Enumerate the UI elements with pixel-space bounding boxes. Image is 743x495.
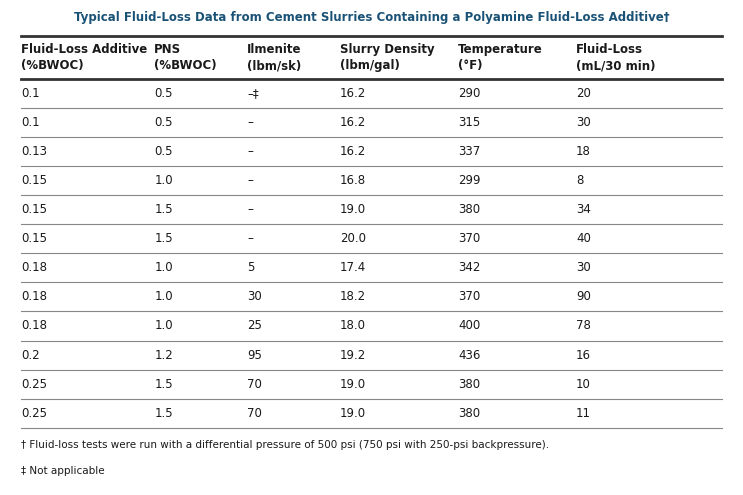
Text: 337: 337 <box>458 146 480 158</box>
Text: Typical Fluid-Loss Data from Cement Slurries Containing a Polyamine Fluid-Loss A: Typical Fluid-Loss Data from Cement Slur… <box>74 11 669 24</box>
Text: 0.5: 0.5 <box>155 146 172 158</box>
Text: 30: 30 <box>576 261 591 274</box>
Text: 40: 40 <box>576 233 591 246</box>
Text: 16: 16 <box>576 348 591 361</box>
Text: 30: 30 <box>576 116 591 129</box>
Text: 16.2: 16.2 <box>340 146 366 158</box>
Text: 90: 90 <box>576 291 591 303</box>
Text: –‡: –‡ <box>247 87 259 100</box>
Text: Slurry Density
(lbm/gal): Slurry Density (lbm/gal) <box>340 43 435 72</box>
Text: 0.25: 0.25 <box>22 406 48 420</box>
Text: 16.2: 16.2 <box>340 116 366 129</box>
Text: 78: 78 <box>576 319 591 333</box>
Text: 0.15: 0.15 <box>22 174 48 188</box>
Text: 0.25: 0.25 <box>22 378 48 391</box>
Text: 18: 18 <box>576 146 591 158</box>
Text: –: – <box>247 146 253 158</box>
Text: 400: 400 <box>458 319 480 333</box>
Text: 10: 10 <box>576 378 591 391</box>
Text: 299: 299 <box>458 174 481 188</box>
Text: 342: 342 <box>458 261 481 274</box>
Text: 5: 5 <box>247 261 255 274</box>
Text: 315: 315 <box>458 116 480 129</box>
Text: 1.5: 1.5 <box>155 406 173 420</box>
Text: 1.2: 1.2 <box>155 348 173 361</box>
Text: 436: 436 <box>458 348 481 361</box>
Text: –: – <box>247 203 253 216</box>
Text: 0.5: 0.5 <box>155 87 172 100</box>
Text: 0.2: 0.2 <box>22 348 40 361</box>
Text: 370: 370 <box>458 233 480 246</box>
Text: Ilmenite
(lbm/sk): Ilmenite (lbm/sk) <box>247 43 302 72</box>
Text: 1.0: 1.0 <box>155 291 173 303</box>
Text: –: – <box>247 174 253 188</box>
Text: 19.0: 19.0 <box>340 378 366 391</box>
Text: ‡ Not applicable: ‡ Not applicable <box>22 466 105 477</box>
Text: PNS
(%BWOC): PNS (%BWOC) <box>155 43 217 72</box>
Text: 19.0: 19.0 <box>340 203 366 216</box>
Text: 18.0: 18.0 <box>340 319 366 333</box>
Text: 0.18: 0.18 <box>22 261 48 274</box>
Text: Fluid-Loss
(mL/30 min): Fluid-Loss (mL/30 min) <box>576 43 655 72</box>
Text: 16.8: 16.8 <box>340 174 366 188</box>
Text: 1.0: 1.0 <box>155 319 173 333</box>
Text: 70: 70 <box>247 406 262 420</box>
Text: 0.1: 0.1 <box>22 116 40 129</box>
Text: 0.1: 0.1 <box>22 87 40 100</box>
Text: 1.5: 1.5 <box>155 378 173 391</box>
Text: 290: 290 <box>458 87 481 100</box>
Text: 1.0: 1.0 <box>155 174 173 188</box>
Text: 18.2: 18.2 <box>340 291 366 303</box>
Text: 20: 20 <box>576 87 591 100</box>
Text: 0.15: 0.15 <box>22 203 48 216</box>
Text: –: – <box>247 233 253 246</box>
Text: Temperature
(°F): Temperature (°F) <box>458 43 542 72</box>
Text: 19.2: 19.2 <box>340 348 366 361</box>
Text: 30: 30 <box>247 291 262 303</box>
Text: 0.5: 0.5 <box>155 116 172 129</box>
Text: 380: 380 <box>458 203 480 216</box>
Text: 16.2: 16.2 <box>340 87 366 100</box>
Text: Fluid-Loss Additive
(%BWOC): Fluid-Loss Additive (%BWOC) <box>22 43 147 72</box>
Text: 380: 380 <box>458 378 480 391</box>
Text: 20.0: 20.0 <box>340 233 366 246</box>
Text: 17.4: 17.4 <box>340 261 366 274</box>
Text: 370: 370 <box>458 291 480 303</box>
Text: 11: 11 <box>576 406 591 420</box>
Text: 8: 8 <box>576 174 583 188</box>
Text: 1.5: 1.5 <box>155 203 173 216</box>
Text: † Fluid-loss tests were run with a differential pressure of 500 psi (750 psi wit: † Fluid-loss tests were run with a diffe… <box>22 440 549 450</box>
Text: 19.0: 19.0 <box>340 406 366 420</box>
Text: 0.18: 0.18 <box>22 291 48 303</box>
Text: 0.13: 0.13 <box>22 146 48 158</box>
Text: 95: 95 <box>247 348 262 361</box>
Text: 380: 380 <box>458 406 480 420</box>
Text: 70: 70 <box>247 378 262 391</box>
Text: –: – <box>247 116 253 129</box>
Text: 1.0: 1.0 <box>155 261 173 274</box>
Text: 34: 34 <box>576 203 591 216</box>
Text: 25: 25 <box>247 319 262 333</box>
Text: 0.15: 0.15 <box>22 233 48 246</box>
Text: 1.5: 1.5 <box>155 233 173 246</box>
Text: 0.18: 0.18 <box>22 319 48 333</box>
